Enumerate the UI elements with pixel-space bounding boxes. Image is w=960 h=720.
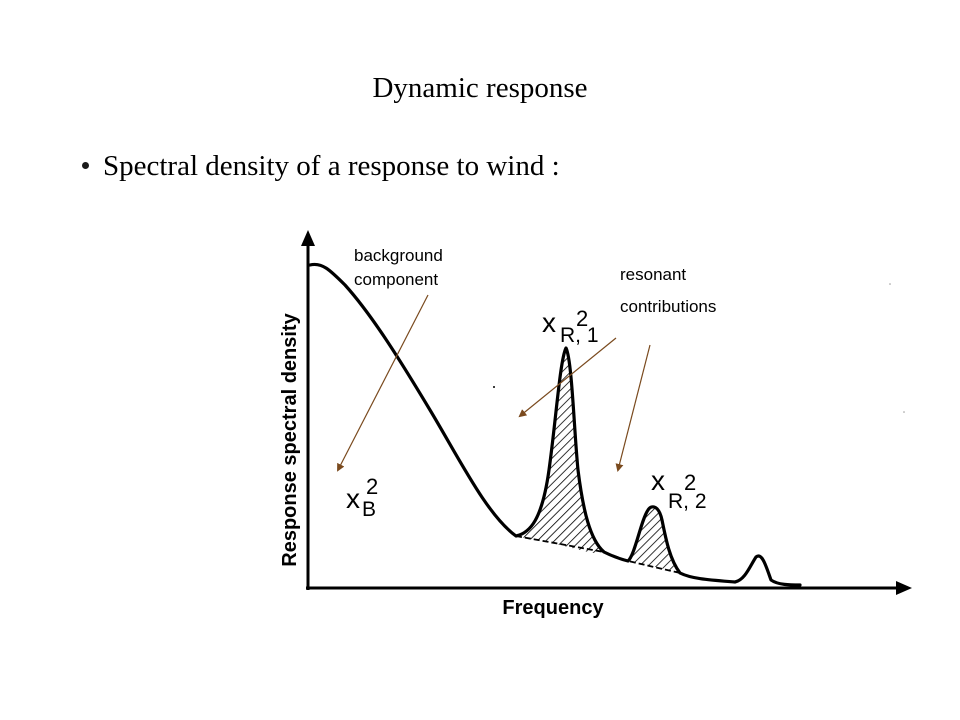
symbol-xr2-base: x — [651, 465, 665, 496]
resonant-area-2 — [628, 506, 680, 573]
scan-speck — [903, 411, 905, 413]
x-axis-label: Frequency — [502, 597, 604, 619]
resonant-annotation-line1: resonant — [620, 265, 686, 284]
y-axis-label: Response spectral density — [279, 312, 301, 566]
background-annotation-line1: background — [354, 246, 443, 265]
symbol-xb2: x 2 B — [346, 474, 378, 521]
bullet-text: Spectral density of a response to wind : — [103, 150, 560, 182]
spectrum-curve — [308, 262, 802, 587]
symbol-xr2-sup: 2 — [684, 470, 696, 495]
symbol-xb2-sub: B — [362, 498, 376, 521]
y-axis-arrowhead — [301, 230, 315, 246]
symbol-xb2-base: x — [346, 483, 360, 514]
scan-speck — [889, 283, 891, 285]
resonant-arrow-1 — [518, 337, 617, 418]
symbol-xr2-2: x 2 R, 2 — [651, 465, 707, 513]
resonant-annotation-line2: contributions — [620, 297, 716, 316]
symbol-xr1-2: x 2 R, 1 — [542, 306, 599, 347]
axes — [301, 230, 912, 595]
symbol-xr1-sub: R, 1 — [560, 324, 599, 347]
resonant-arrow-2 — [615, 344, 651, 472]
bullet-item: Spectral density of a response to wind : — [82, 150, 560, 183]
symbol-xb2-sup: 2 — [366, 474, 378, 499]
bullet-dot-icon — [82, 161, 89, 169]
symbol-xr1-sup: 2 — [576, 306, 588, 331]
symbol-xr1-base: x — [542, 307, 556, 338]
x-axis-arrowhead — [896, 581, 912, 595]
background-arrow — [337, 294, 429, 472]
symbol-xr2-sub: R, 2 — [668, 490, 707, 513]
scan-speck — [493, 386, 495, 388]
slide-title: Dynamic response — [372, 72, 588, 104]
background-annotation-line2: component — [354, 270, 438, 289]
